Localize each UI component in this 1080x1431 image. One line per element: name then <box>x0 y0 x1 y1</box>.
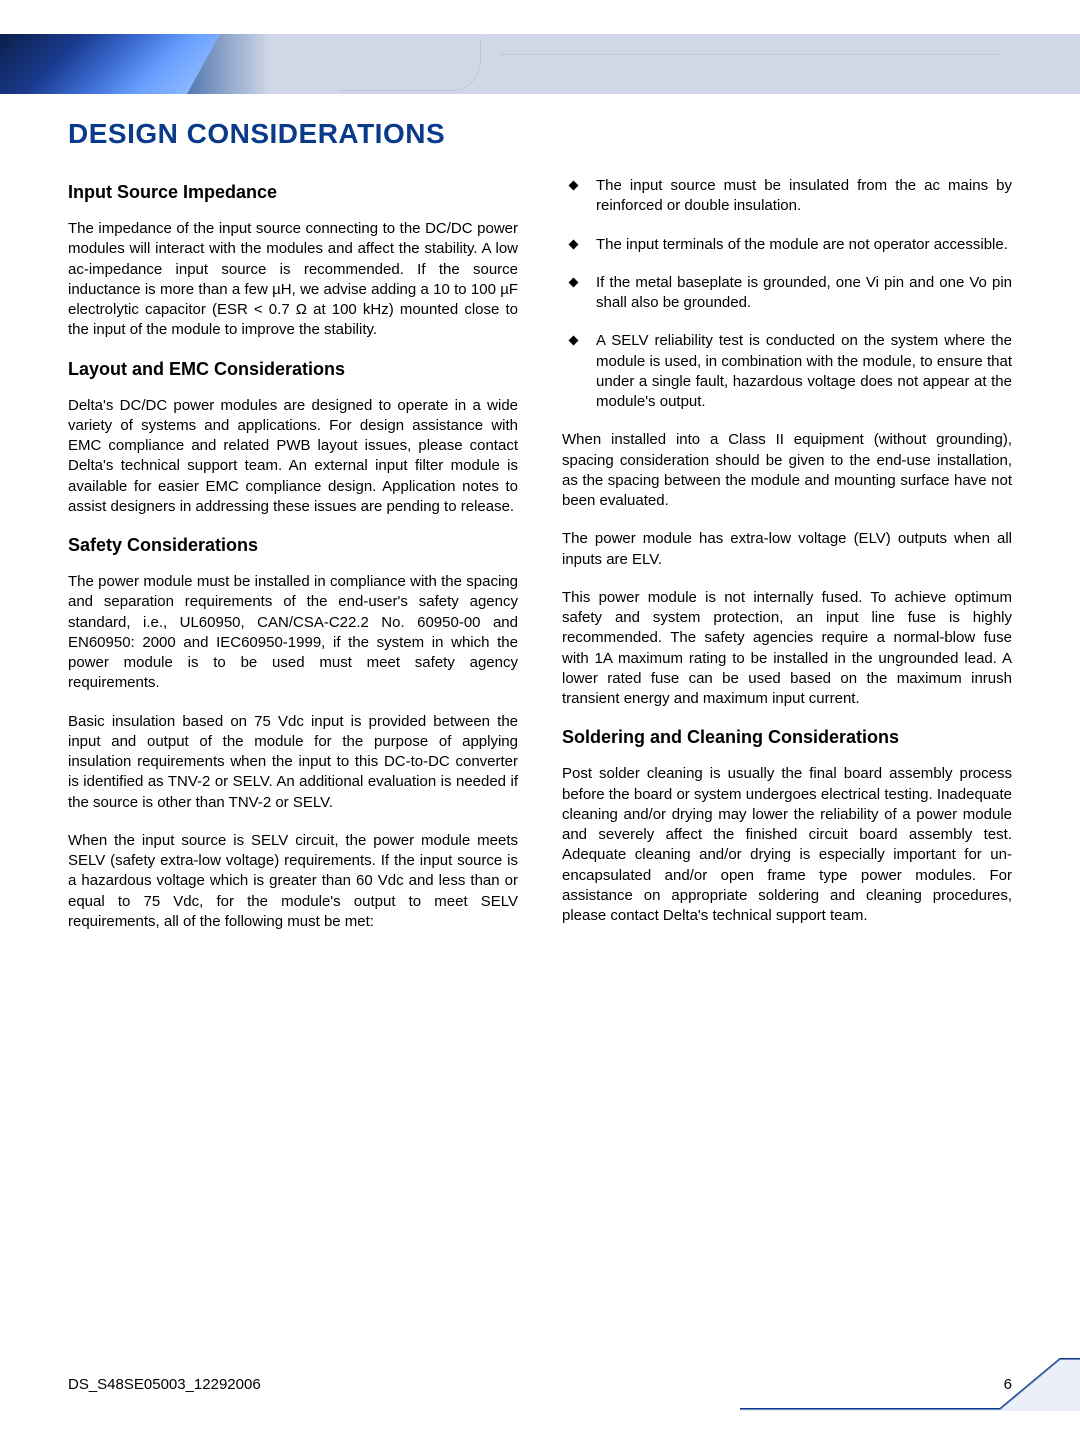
paragraph: When the input source is SELV circuit, t… <box>68 831 518 932</box>
page: DESIGN CONSIDERATIONS Input Source Imped… <box>0 34 1080 1431</box>
right-column: The input source must be insulated from … <box>562 176 1012 950</box>
paragraph: Basic insulation based on 75 Vdc input i… <box>68 712 518 813</box>
page-title: DESIGN CONSIDERATIONS <box>68 118 1012 150</box>
list-item: If the metal baseplate is grounded, one … <box>562 273 1012 314</box>
page-number: 6 <box>1004 1376 1012 1393</box>
section-title-input-source: Input Source Impedance <box>68 182 518 203</box>
section-title-soldering: Soldering and Cleaning Considerations <box>562 727 1012 748</box>
list-item: The input terminals of the module are no… <box>562 235 1012 255</box>
paragraph: The power module has extra-low voltage (… <box>562 529 1012 570</box>
bullet-list: The input source must be insulated from … <box>562 176 1012 412</box>
header-banner <box>0 34 1080 94</box>
page-footer: DS_S48SE05003_12292006 6 <box>68 1376 1012 1393</box>
paragraph: This power module is not internally fuse… <box>562 588 1012 710</box>
section-title-layout-emc: Layout and EMC Considerations <box>68 359 518 380</box>
section-title-safety: Safety Considerations <box>68 535 518 556</box>
list-item: A SELV reliability test is conducted on … <box>562 331 1012 412</box>
list-item: The input source must be insulated from … <box>562 176 1012 217</box>
paragraph: The impedance of the input source connec… <box>68 219 518 341</box>
content-area: DESIGN CONSIDERATIONS Input Source Imped… <box>0 94 1080 950</box>
two-column-layout: Input Source Impedance The impedance of … <box>68 176 1012 950</box>
left-column: Input Source Impedance The impedance of … <box>68 176 518 950</box>
paragraph: Delta's DC/DC power modules are designed… <box>68 396 518 518</box>
paragraph: The power module must be installed in co… <box>68 572 518 694</box>
banner-decoration <box>300 34 1080 94</box>
paragraph: When installed into a Class II equipment… <box>562 430 1012 511</box>
document-id: DS_S48SE05003_12292006 <box>68 1376 261 1393</box>
paragraph: Post solder cleaning is usually the fina… <box>562 764 1012 926</box>
